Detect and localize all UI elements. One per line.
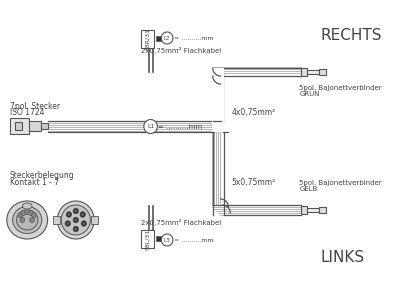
Circle shape xyxy=(74,227,77,230)
Circle shape xyxy=(161,234,173,246)
Circle shape xyxy=(74,218,77,221)
Circle shape xyxy=(68,213,70,216)
Text: = ..........mm: = ..........mm xyxy=(174,36,214,41)
Text: 58R/31: 58R/31 xyxy=(145,28,150,50)
Bar xyxy=(307,208,319,212)
Text: GELB: GELB xyxy=(299,186,318,192)
Circle shape xyxy=(80,212,86,217)
Text: L2: L2 xyxy=(164,36,170,41)
Text: Kontakt 1 - 7: Kontakt 1 - 7 xyxy=(10,178,59,187)
Bar xyxy=(319,207,326,213)
Text: 2x0,75mm² Flachkabel: 2x0,75mm² Flachkabel xyxy=(141,47,221,54)
Circle shape xyxy=(30,218,34,223)
Ellipse shape xyxy=(57,201,94,239)
Bar xyxy=(41,123,48,129)
Text: LINKS: LINKS xyxy=(321,250,365,265)
Text: 7pol. Stecker: 7pol. Stecker xyxy=(10,102,60,111)
Circle shape xyxy=(29,211,34,215)
Bar xyxy=(301,68,307,76)
Circle shape xyxy=(66,212,72,217)
Ellipse shape xyxy=(22,203,32,209)
Text: GRÜN: GRÜN xyxy=(299,90,320,97)
Bar xyxy=(301,206,307,214)
Circle shape xyxy=(81,213,84,216)
Bar xyxy=(14,122,22,130)
Bar xyxy=(156,36,161,41)
Bar xyxy=(319,69,326,75)
Text: 5x0,75mm²: 5x0,75mm² xyxy=(231,178,276,187)
Text: 2x0,75mm² Flachkabel: 2x0,75mm² Flachkabel xyxy=(141,219,221,226)
Bar xyxy=(91,216,98,224)
Bar xyxy=(141,230,154,248)
Text: RECHTS: RECHTS xyxy=(321,28,382,43)
Bar xyxy=(10,118,29,134)
Circle shape xyxy=(144,119,158,134)
Ellipse shape xyxy=(16,210,38,230)
Ellipse shape xyxy=(7,201,48,239)
Circle shape xyxy=(20,218,25,223)
Text: 58L/31: 58L/31 xyxy=(145,228,150,250)
Circle shape xyxy=(74,209,77,212)
Ellipse shape xyxy=(61,205,90,235)
Text: = ..........mm: = ..........mm xyxy=(158,124,202,130)
Text: ISO 1724: ISO 1724 xyxy=(10,108,44,117)
Text: L3: L3 xyxy=(164,238,170,243)
Text: 4x0,75mm²: 4x0,75mm² xyxy=(231,108,276,117)
Circle shape xyxy=(73,217,78,223)
Circle shape xyxy=(66,222,69,225)
Text: Steckerbelegung: Steckerbelegung xyxy=(10,171,74,180)
Text: 5pol. Bajonettverbinder: 5pol. Bajonettverbinder xyxy=(299,85,382,91)
Bar xyxy=(307,70,319,74)
Circle shape xyxy=(21,211,26,215)
Bar xyxy=(29,121,41,131)
Text: = ..........mm: = ..........mm xyxy=(174,238,214,243)
Circle shape xyxy=(73,208,78,214)
Text: 5pol. Bajonettverbinder: 5pol. Bajonettverbinder xyxy=(299,180,382,186)
Ellipse shape xyxy=(13,206,42,233)
Circle shape xyxy=(25,209,30,214)
Circle shape xyxy=(73,226,78,232)
Circle shape xyxy=(161,32,173,44)
Text: L1: L1 xyxy=(147,124,154,130)
Bar xyxy=(212,68,224,132)
Circle shape xyxy=(18,212,23,217)
Circle shape xyxy=(65,221,70,226)
Circle shape xyxy=(32,212,36,217)
Bar xyxy=(156,236,161,241)
Bar xyxy=(141,30,154,48)
Bar xyxy=(54,216,60,224)
Circle shape xyxy=(81,221,86,226)
Circle shape xyxy=(82,222,85,225)
